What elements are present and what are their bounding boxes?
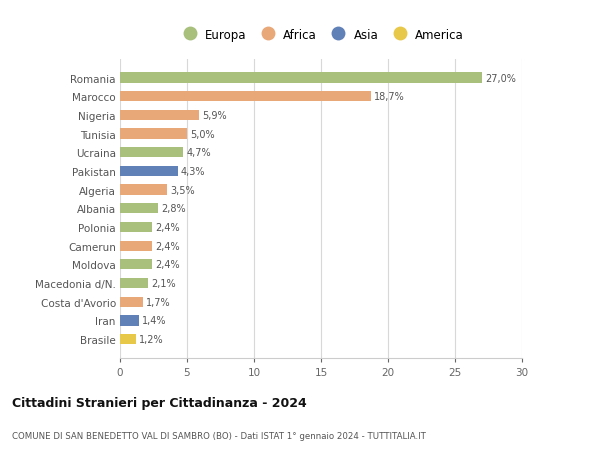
Bar [120, 260, 152, 270]
Bar [120, 73, 482, 84]
Bar [120, 148, 183, 158]
Text: 3,5%: 3,5% [170, 185, 195, 195]
Text: 1,2%: 1,2% [139, 334, 164, 344]
Text: 2,4%: 2,4% [155, 223, 180, 232]
Bar [120, 167, 178, 177]
Bar [120, 185, 167, 196]
Text: COMUNE DI SAN BENEDETTO VAL DI SAMBRO (BO) - Dati ISTAT 1° gennaio 2024 - TUTTIT: COMUNE DI SAN BENEDETTO VAL DI SAMBRO (B… [12, 431, 426, 440]
Bar [120, 129, 187, 140]
Bar [120, 111, 199, 121]
Text: 27,0%: 27,0% [485, 73, 516, 84]
Text: 2,4%: 2,4% [155, 241, 180, 251]
Bar [120, 241, 152, 251]
Text: 2,8%: 2,8% [161, 204, 185, 214]
Text: 2,4%: 2,4% [155, 260, 180, 270]
Text: 18,7%: 18,7% [374, 92, 404, 102]
Text: 5,0%: 5,0% [190, 129, 215, 139]
Bar [120, 222, 152, 233]
Text: 2,1%: 2,1% [151, 279, 176, 288]
Bar [120, 334, 136, 344]
Text: 5,9%: 5,9% [202, 111, 227, 121]
Bar [120, 92, 371, 102]
Bar [120, 204, 158, 214]
Bar [120, 297, 143, 307]
Bar [120, 278, 148, 289]
Text: Cittadini Stranieri per Cittadinanza - 2024: Cittadini Stranieri per Cittadinanza - 2… [12, 396, 307, 409]
Text: 4,7%: 4,7% [187, 148, 211, 158]
Text: 1,4%: 1,4% [142, 316, 167, 326]
Text: 4,3%: 4,3% [181, 167, 205, 177]
Legend: Europa, Africa, Asia, America: Europa, Africa, Asia, America [173, 24, 469, 46]
Text: 1,7%: 1,7% [146, 297, 171, 307]
Bar [120, 316, 139, 326]
